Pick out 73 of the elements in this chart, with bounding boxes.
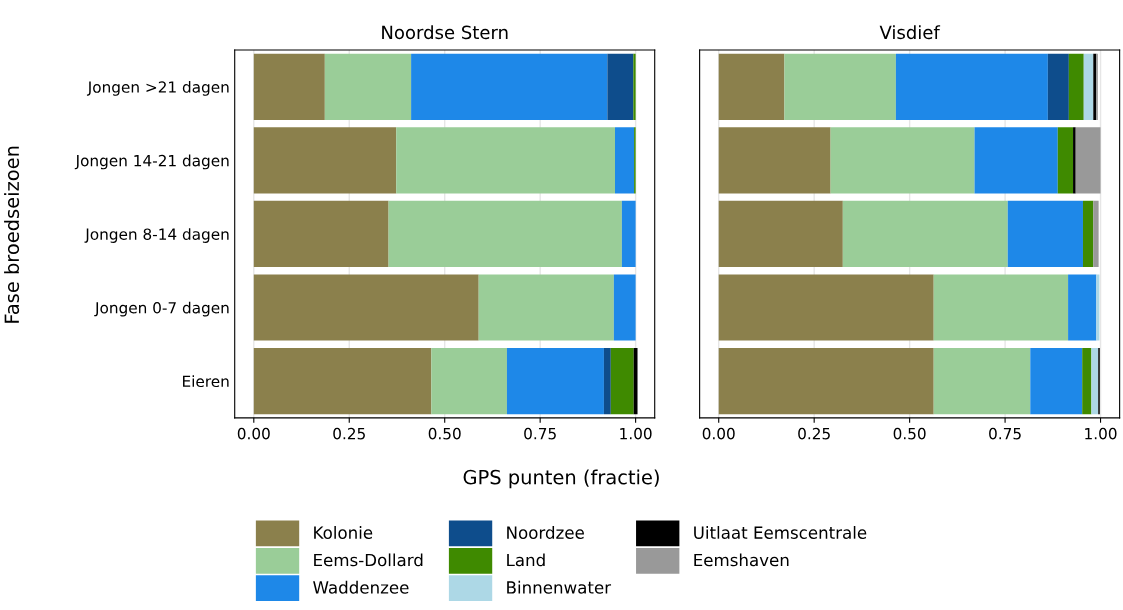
legend-label: Eems-Dollard xyxy=(314,553,423,567)
chart-title: Noordse Stern xyxy=(382,25,508,40)
bar xyxy=(718,127,831,194)
legend-label: Waddenzee xyxy=(313,580,409,594)
bar xyxy=(1075,127,1101,194)
bar xyxy=(478,274,614,341)
y-tick-label: Jongen 14-21 dagen xyxy=(74,154,229,170)
bar xyxy=(506,347,604,415)
bar xyxy=(253,274,479,341)
bar xyxy=(615,127,635,194)
legend-label: Uitlaat Eemscentrale xyxy=(694,526,867,539)
bar xyxy=(633,347,638,415)
bar xyxy=(974,127,1058,194)
legend-label: Eemshaven xyxy=(694,553,789,567)
bar xyxy=(607,53,634,120)
legend-label: Kolonie xyxy=(314,526,373,539)
x-tick-label: 0.50 xyxy=(428,427,461,440)
legend-label: Land xyxy=(507,553,545,567)
bar xyxy=(324,53,412,120)
bar xyxy=(1093,200,1099,268)
x-tick-label: 0.75 xyxy=(524,427,556,440)
y-tick-label: Jongen 8-14 dagen xyxy=(84,228,229,243)
bar xyxy=(1083,53,1094,120)
bar xyxy=(718,200,843,268)
bar xyxy=(718,347,934,415)
bar xyxy=(253,200,389,268)
bar xyxy=(718,274,934,341)
x-tick-label: 1.00 xyxy=(620,427,652,440)
bar xyxy=(253,347,432,415)
x-tick-label: 0.75 xyxy=(989,427,1021,440)
bar xyxy=(253,53,325,120)
bar xyxy=(830,127,975,194)
bar xyxy=(933,347,1031,415)
x-tick-label: 0.25 xyxy=(798,427,830,440)
bar xyxy=(1068,53,1084,120)
bar xyxy=(253,127,397,194)
x-tick-label: 0.00 xyxy=(237,427,270,440)
legend-label: Noordzee xyxy=(507,526,584,539)
bar xyxy=(613,274,636,341)
bar xyxy=(1082,347,1092,415)
chart-title: Visdief xyxy=(879,25,941,40)
x-tick-label: 0.00 xyxy=(702,427,735,440)
bar xyxy=(718,53,785,120)
bar xyxy=(1091,347,1099,415)
bar xyxy=(1096,274,1100,341)
y-axis-title: Fase broedseizoen xyxy=(4,146,20,323)
bar xyxy=(633,53,636,120)
x-tick-label: 1.00 xyxy=(1085,427,1117,440)
bar xyxy=(1030,347,1083,415)
x-axis-title: GPS punten (fractie) xyxy=(463,469,659,489)
bar xyxy=(1047,53,1069,120)
bar xyxy=(895,53,1048,120)
x-tick-label: 0.50 xyxy=(893,427,926,440)
bar xyxy=(1007,200,1083,268)
bar xyxy=(933,274,1069,341)
bar xyxy=(1068,274,1097,341)
bar xyxy=(1057,127,1074,194)
bar xyxy=(411,53,608,120)
bar xyxy=(621,200,636,268)
y-tick-label: Eieren xyxy=(183,375,229,388)
bar xyxy=(603,347,611,415)
bar xyxy=(784,53,896,120)
bar xyxy=(1073,127,1076,194)
bar xyxy=(610,347,634,415)
x-tick-label: 0.25 xyxy=(333,427,365,440)
y-tick-label: Jongen >21 dagen xyxy=(86,81,229,96)
bar xyxy=(388,200,622,268)
bar xyxy=(396,127,615,194)
y-tick-label: Jongen 0-7 dagen xyxy=(94,301,229,317)
bar xyxy=(842,200,1008,268)
legend-label: Binnenwater xyxy=(507,580,612,594)
bar xyxy=(431,347,507,415)
bar xyxy=(1082,200,1094,268)
